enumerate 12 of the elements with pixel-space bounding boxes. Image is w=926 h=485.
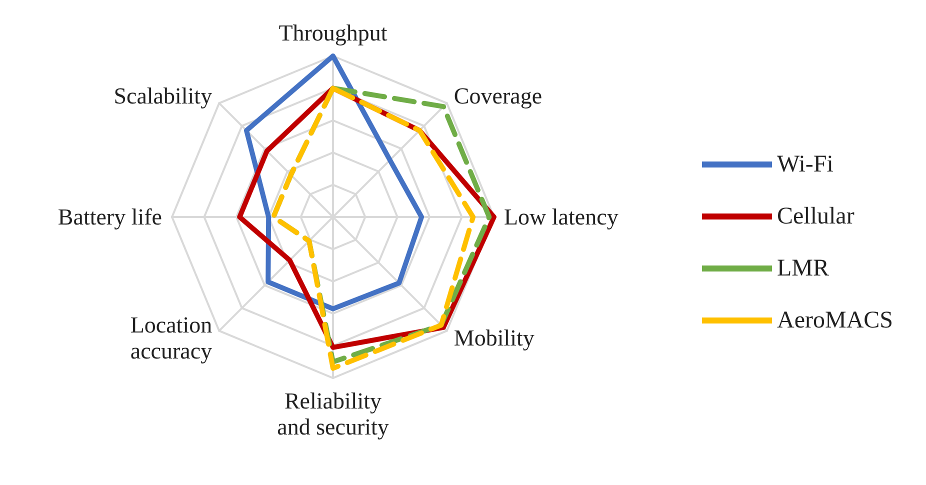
spoke-label: Reliability and security: [277, 388, 390, 440]
legend-label: LMR: [776, 256, 830, 282]
spoke-label: Low latency: [504, 204, 619, 230]
spoke-label: Throughput: [278, 20, 388, 46]
legend-label: AeroMACS: [776, 308, 894, 334]
spoke-label: Coverage: [454, 84, 542, 109]
legend-label: Wi-Fi: [776, 152, 834, 178]
legend-label: Cellular: [776, 204, 854, 230]
spoke-label: Mobility: [454, 325, 535, 350]
spoke-label: Scalability: [114, 84, 213, 109]
spoke-label: Location accuracy: [130, 312, 213, 364]
spoke-label: Battery life: [58, 204, 162, 230]
